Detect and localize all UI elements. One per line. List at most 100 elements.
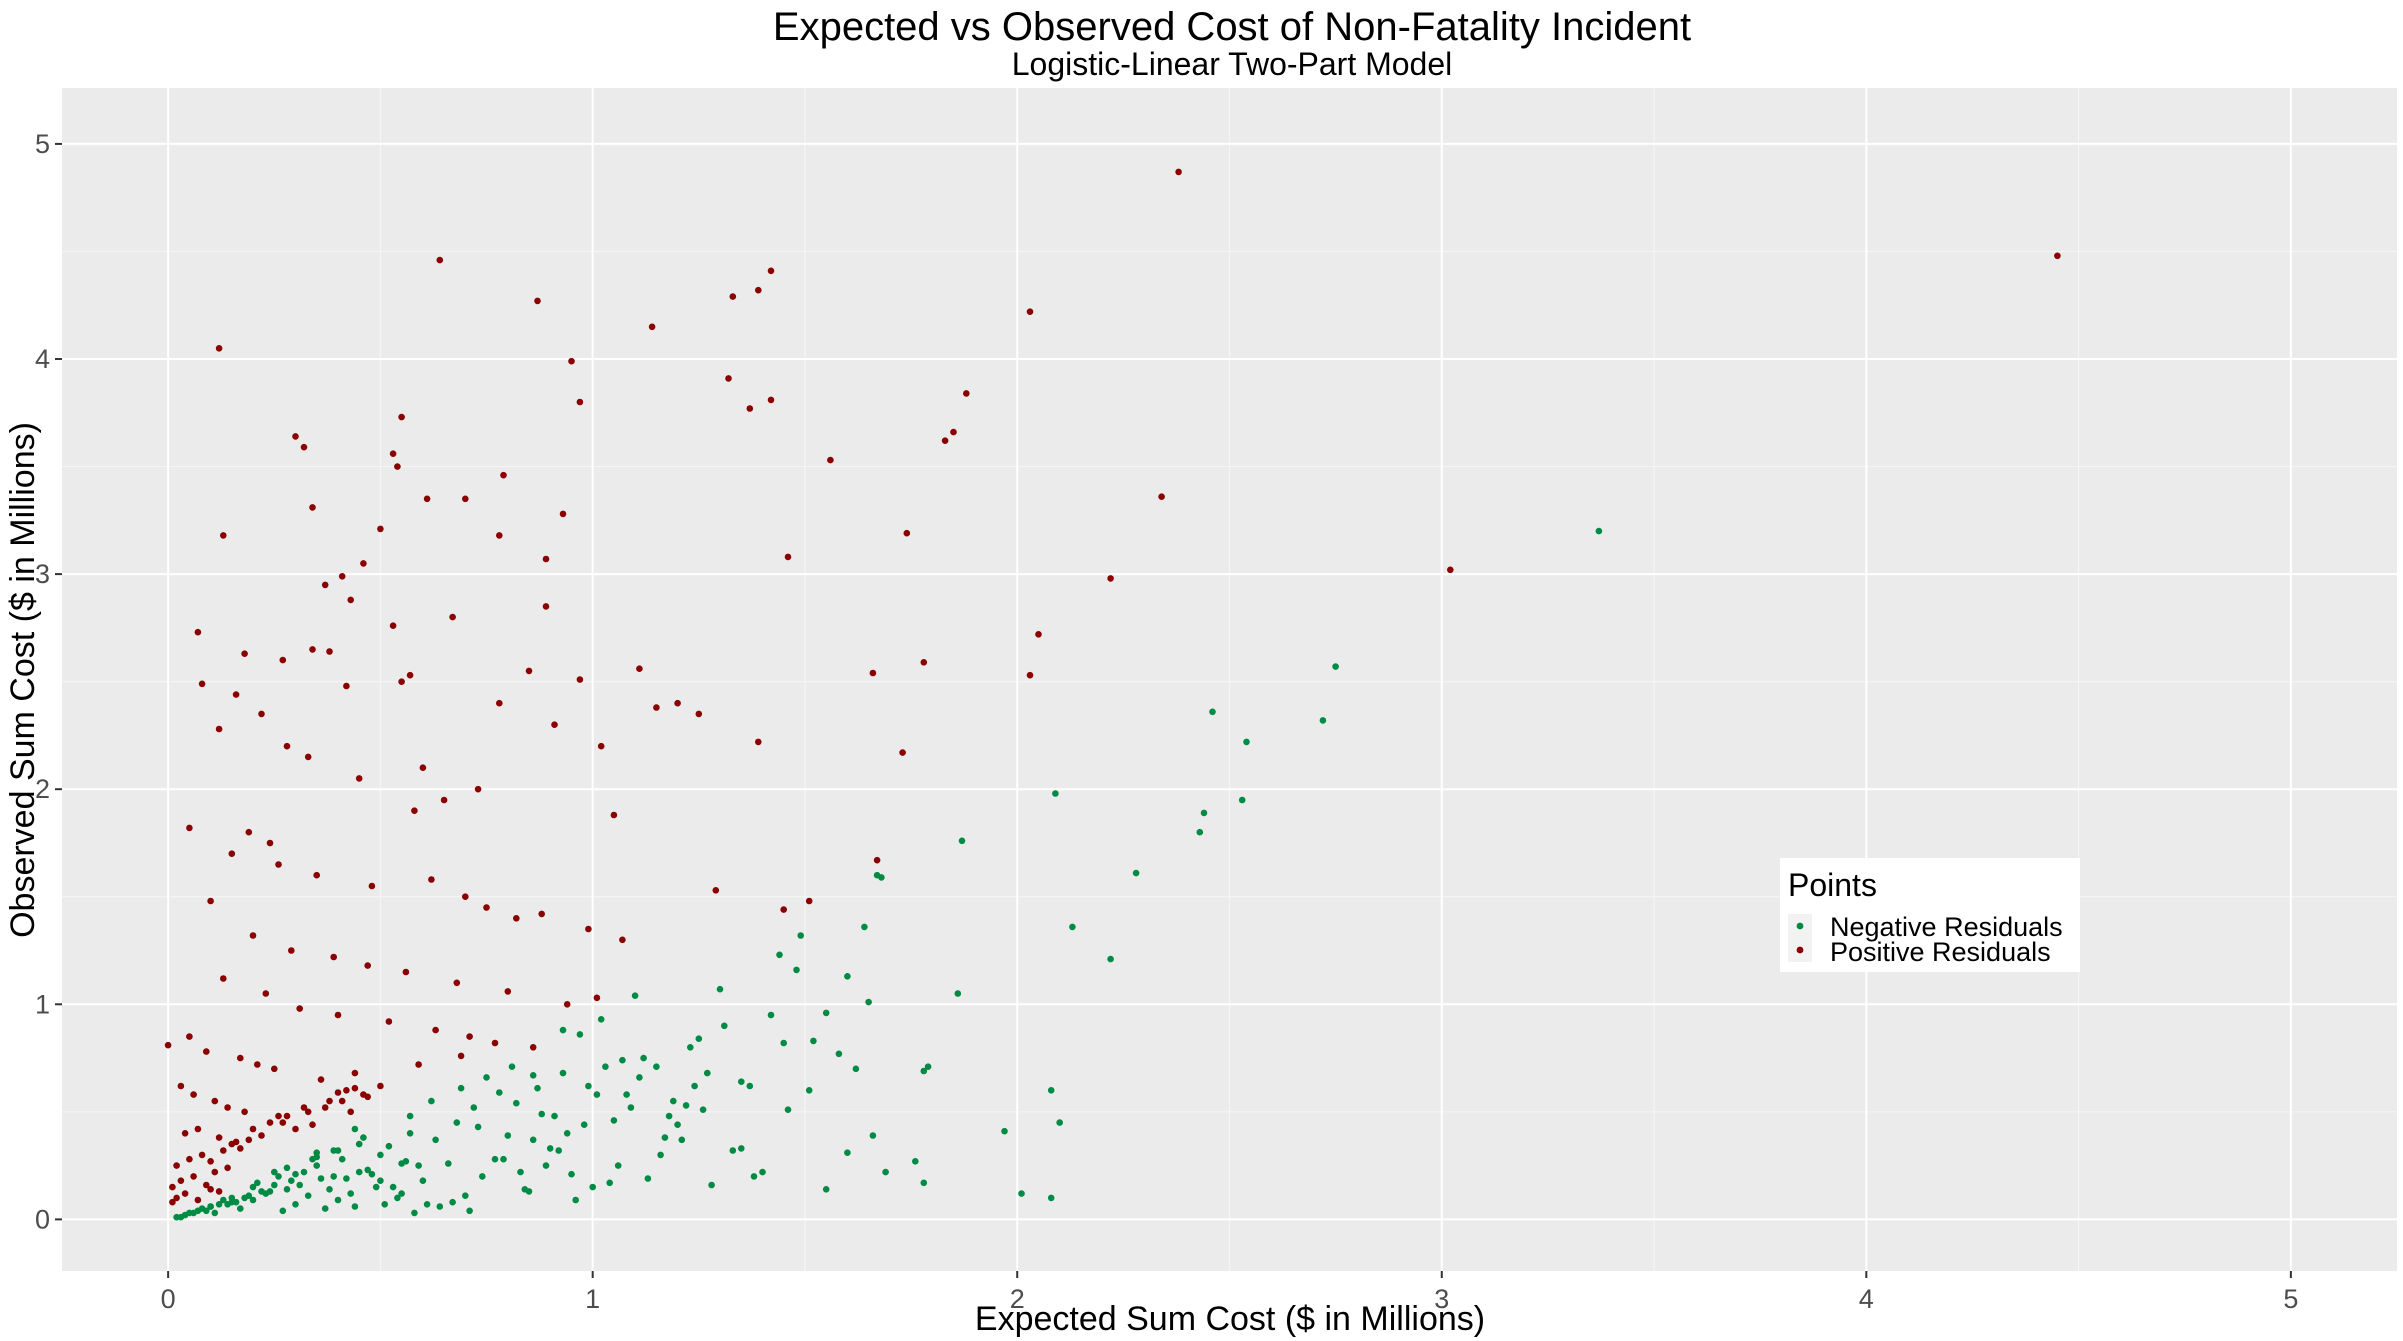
negative-residual-point <box>215 1201 223 1208</box>
positive-residual-point <box>466 1033 473 1040</box>
positive-residual-point <box>513 915 520 922</box>
negative-residual-point <box>644 1175 652 1182</box>
negative-residual-point <box>245 1192 253 1199</box>
negative-residual-point <box>258 1188 265 1195</box>
positive-residual-point <box>198 1151 206 1159</box>
positive-residual-point <box>300 1104 308 1111</box>
negative-residual-point <box>347 1190 355 1197</box>
positive-residual-point <box>389 450 397 458</box>
negative-residual-point <box>691 1082 698 1090</box>
negative-residual-point <box>211 1209 219 1217</box>
positive-residual-point <box>784 553 792 561</box>
positive-residual-point <box>394 463 401 470</box>
negative-residual-point <box>428 1097 435 1105</box>
negative-residual-point <box>474 1123 482 1131</box>
negative-residual-point <box>1238 796 1246 804</box>
positive-residual-point <box>542 555 550 563</box>
positive-residual-point <box>1026 308 1034 316</box>
negative-residual-point <box>334 1196 342 1204</box>
negative-residual-point <box>334 1147 342 1154</box>
positive-residual-points <box>164 168 2061 1206</box>
positive-residual-point <box>220 1147 227 1154</box>
negative-residual-point <box>852 1065 860 1073</box>
negative-residual-point <box>517 1168 524 1176</box>
positive-residual-point <box>245 1136 253 1144</box>
negative-residual-point <box>496 1089 503 1096</box>
negative-residual-point <box>721 1022 728 1030</box>
y-tick-label: 1 <box>35 989 50 1019</box>
positive-residual-point <box>330 953 338 961</box>
negative-residual-point <box>546 1145 554 1152</box>
positive-residual-point <box>309 646 316 653</box>
positive-residual-point <box>767 267 775 275</box>
positive-residual-point <box>215 1188 223 1195</box>
positive-residual-point <box>474 785 482 793</box>
positive-residual-point <box>313 871 321 879</box>
negative-residual-point <box>551 1112 558 1120</box>
negative-residual-point <box>360 1134 367 1141</box>
negative-residual-point <box>355 1168 363 1176</box>
positive-residual-point <box>568 357 575 365</box>
positive-residual-point <box>1447 566 1454 574</box>
negative-residual-point <box>835 1050 843 1058</box>
positive-residual-point <box>385 1018 393 1025</box>
x-tick-label: 4 <box>1859 1284 1874 1314</box>
positive-residual-point <box>164 1041 172 1049</box>
positive-residual-point <box>292 1125 299 1133</box>
positive-residual-point <box>1107 575 1114 582</box>
positive-residual-point <box>300 443 308 451</box>
positive-residual-point <box>755 738 762 746</box>
positive-residual-point <box>411 807 418 814</box>
negative-residual-point <box>1196 828 1204 836</box>
positive-residual-point <box>496 699 503 707</box>
negative-residual-points <box>173 527 1603 1221</box>
negative-residual-point <box>394 1194 401 1202</box>
positive-residual-point <box>355 775 363 782</box>
positive-residual-point <box>428 876 435 883</box>
positive-residual-point <box>203 1048 210 1055</box>
positive-residual-point <box>338 1097 346 1105</box>
negative-residual-point <box>920 1067 928 1075</box>
positive-residual-point <box>194 1125 202 1133</box>
negative-residual-point <box>810 1037 817 1045</box>
positive-residual-point <box>674 699 681 707</box>
negative-residual-point <box>1069 923 1076 931</box>
negative-residual-point <box>237 1205 244 1212</box>
negative-residual-point <box>580 1121 588 1128</box>
negative-residual-point <box>873 871 881 879</box>
negative-residual-point <box>338 1155 346 1163</box>
negative-residual-point <box>385 1142 393 1150</box>
negative-residual-point <box>317 1175 325 1182</box>
negative-residual-point <box>759 1168 766 1176</box>
positive-residual-point <box>169 1183 176 1191</box>
positive-residual-point <box>275 861 282 868</box>
x-tick-label: 1 <box>585 1284 600 1314</box>
negative-residual-point <box>844 973 851 980</box>
negative-residual-point <box>776 951 783 959</box>
positive-residual-point <box>432 1026 439 1034</box>
positive-residual-point <box>538 910 545 918</box>
x-tick-label: 3 <box>1434 1284 1449 1314</box>
negative-residual-point <box>661 1134 669 1141</box>
negative-residual-point <box>606 1179 613 1187</box>
negative-residual-point <box>912 1158 919 1165</box>
positive-residual-point <box>563 1001 571 1008</box>
negative-residual-point <box>377 1177 384 1184</box>
negative-residual-point <box>1319 717 1327 724</box>
positive-residual-point <box>275 1112 282 1120</box>
positive-residual-point <box>211 1168 219 1176</box>
negative-residual-point <box>657 1151 664 1159</box>
positive-residual-point <box>950 428 957 436</box>
y-tick-label: 4 <box>35 344 50 374</box>
negative-residual-point <box>682 1102 690 1109</box>
negative-residual-point <box>266 1188 274 1195</box>
positive-residual-point <box>415 1061 422 1068</box>
positive-residual-point <box>249 1125 257 1133</box>
negative-residual-point <box>954 990 962 997</box>
positive-residual-point <box>279 656 287 664</box>
positive-residual-point <box>334 1011 342 1019</box>
positive-residual-point <box>177 1082 185 1090</box>
positive-residual-point <box>873 856 881 864</box>
positive-residual-point <box>648 323 656 331</box>
positive-residual-point <box>304 753 312 761</box>
